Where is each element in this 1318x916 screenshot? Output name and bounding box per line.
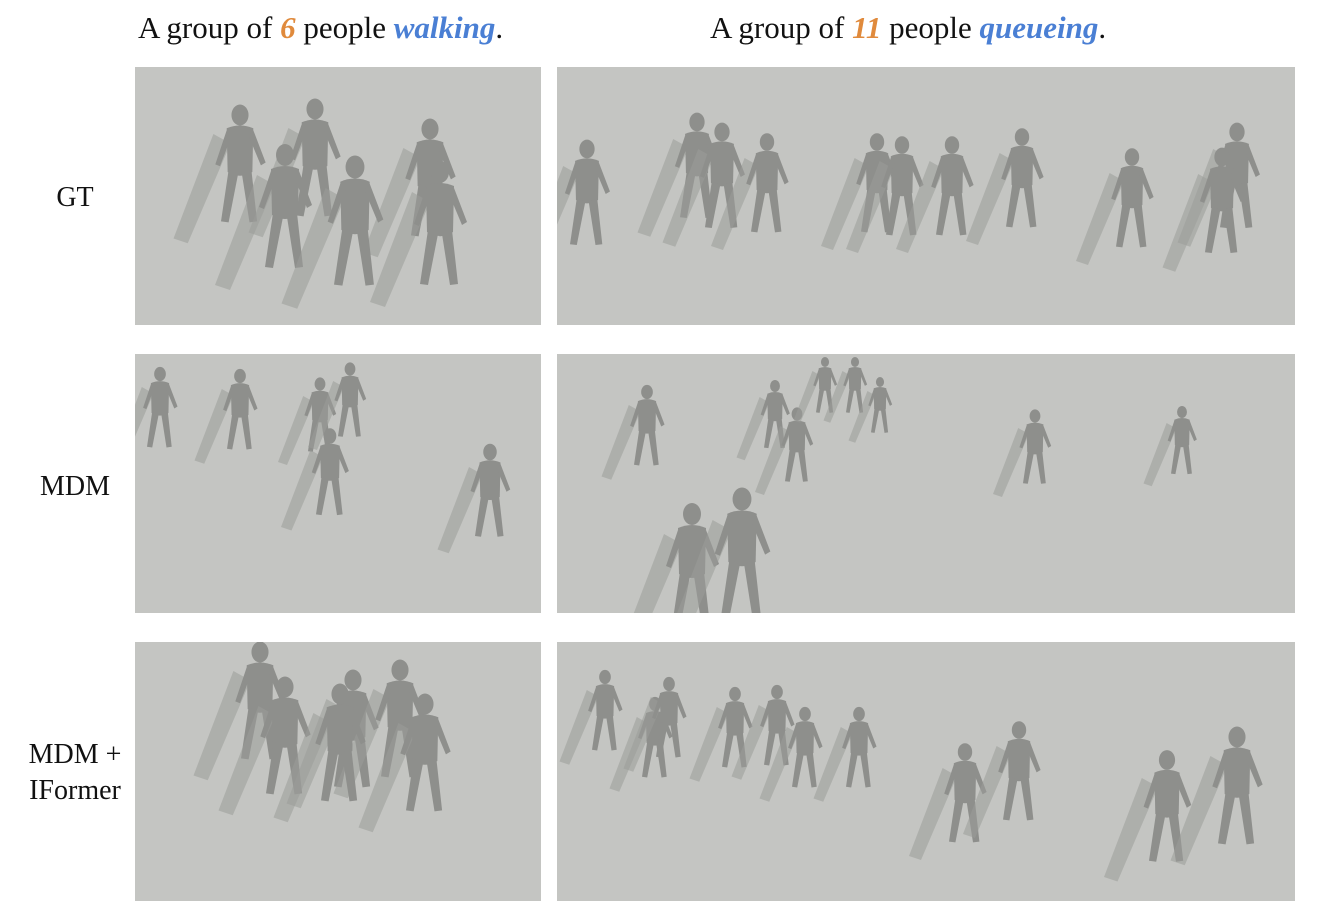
- person-figure: [193, 642, 286, 781]
- person-figure: [909, 743, 987, 860]
- scene-gt-walking: [173, 98, 467, 309]
- render-mdm-queueing: [557, 354, 1295, 613]
- person-figure: [966, 128, 1044, 245]
- title-action: queueing: [979, 10, 1099, 45]
- title-prefix: A group of: [710, 10, 853, 45]
- title-count: 11: [852, 10, 882, 45]
- person-figure: [662, 122, 745, 247]
- scene-mdm-queueing: [601, 357, 1197, 613]
- render-iformer-queueing: [557, 642, 1295, 901]
- render-iformer-walking: [135, 642, 541, 901]
- person-figure: [281, 428, 349, 531]
- person-figure: [308, 362, 367, 450]
- person-figure: [601, 384, 665, 480]
- person-figure: [194, 368, 258, 464]
- row-label-gt: GT: [56, 182, 94, 213]
- person-figure: [135, 366, 178, 448]
- person-figure: [623, 676, 687, 772]
- person-figure: [736, 379, 790, 461]
- title-suffix: .: [1098, 10, 1107, 45]
- person-figure: [557, 139, 610, 246]
- person-figure: [273, 683, 366, 823]
- person-figure: [896, 136, 974, 253]
- person-figure: [963, 721, 1041, 838]
- person-figure: [1170, 726, 1263, 866]
- row-label-line1: MDM +: [28, 739, 122, 770]
- title-count: 6: [280, 10, 296, 45]
- person-figure: [993, 409, 1052, 497]
- title-suffix: .: [495, 10, 504, 45]
- person-figure: [358, 693, 451, 833]
- person-figure: [1162, 147, 1245, 272]
- title-prefix: A group of: [138, 10, 281, 45]
- person-figure: [813, 706, 877, 802]
- column-title-walking: A group of 6 people walking.: [138, 8, 503, 48]
- person-figure: [848, 377, 893, 443]
- person-figure: [1076, 148, 1154, 265]
- title-middle: people: [881, 10, 980, 45]
- scene-gt-queueing: [557, 112, 1260, 272]
- person-figure: [1143, 405, 1197, 487]
- person-figure: [218, 676, 311, 816]
- render-mdm-walking: [135, 354, 541, 613]
- scene-mdm-walking: [135, 362, 511, 554]
- person-figure: [559, 669, 623, 765]
- row-label-line2: IFormer: [29, 775, 121, 806]
- column-title-queueing: A group of 11 people queueing.: [710, 8, 1106, 48]
- person-figure: [370, 161, 467, 307]
- person-figure: [173, 104, 266, 244]
- person-figure: [677, 487, 771, 613]
- person-figure: [846, 136, 924, 253]
- title-middle: people: [295, 10, 394, 45]
- scene-iformer-queueing: [559, 669, 1263, 882]
- person-figure: [823, 357, 868, 423]
- person-figure: [755, 407, 814, 495]
- render-gt-queueing: [557, 67, 1295, 325]
- person-figure: [281, 155, 384, 309]
- scene-iformer-walking: [193, 642, 451, 833]
- person-figure: [437, 443, 511, 554]
- person-figure: [711, 133, 789, 250]
- render-gt-walking: [135, 67, 541, 325]
- person-figure: [759, 706, 823, 802]
- row-label-mdm: MDM: [39, 471, 110, 502]
- person-figure: [215, 144, 312, 290]
- row-label-mdm-iformer: MDM + IFormer: [0, 737, 150, 809]
- title-action: walking: [393, 10, 496, 45]
